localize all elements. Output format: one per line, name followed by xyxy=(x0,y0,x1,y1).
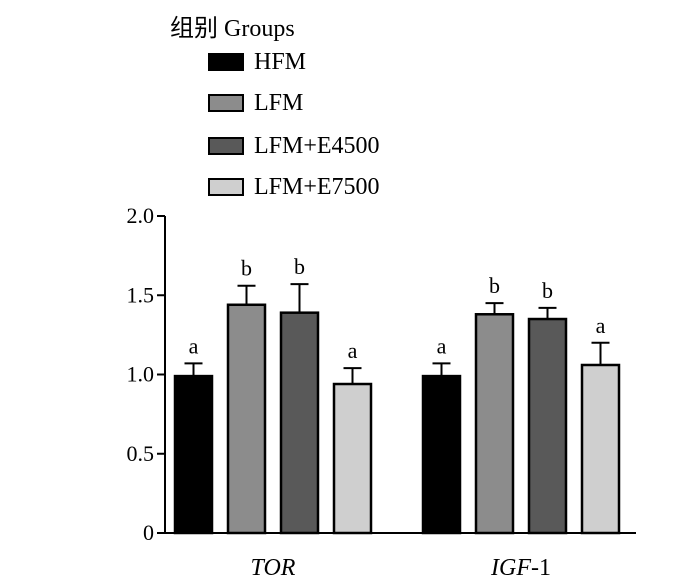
bar xyxy=(527,317,568,535)
legend-label-lfm: LFM xyxy=(254,89,304,116)
significance-letter: a xyxy=(348,338,358,363)
legend-swatch-lfm-e7500 xyxy=(208,178,244,196)
bar xyxy=(332,382,373,535)
y-tick-label: 1.5 xyxy=(127,282,155,307)
y-tick-label: 1.0 xyxy=(127,362,155,387)
legend-item-lfm-e7500: LFM+E7500 xyxy=(208,172,380,202)
legend-swatch-hfm xyxy=(208,53,244,71)
category-label: TOR xyxy=(251,555,296,581)
legend-swatch-lfm xyxy=(208,94,244,112)
legend-label-hfm: HFM xyxy=(254,48,307,75)
significance-letter: b xyxy=(489,273,500,298)
significance-letter: b xyxy=(241,256,252,281)
bar xyxy=(173,374,214,535)
bar xyxy=(474,313,515,535)
legend-item-hfm: HFM xyxy=(208,47,306,77)
category-label: IGF-1 xyxy=(490,555,551,581)
legend-item-lfm: LFM xyxy=(208,88,303,118)
legend-label-lfm-e7500: LFM+E7500 xyxy=(254,173,380,200)
significance-letter: b xyxy=(294,254,305,279)
bar xyxy=(226,303,267,535)
category-label-italic: IGF xyxy=(490,555,531,581)
category-label-italic: TOR xyxy=(251,555,296,581)
y-tick-label: 2.0 xyxy=(127,203,155,228)
significance-letter: b xyxy=(542,278,553,303)
legend-title: 组别 Groups xyxy=(170,16,295,42)
bar xyxy=(580,363,621,535)
legend-item-lfm-e4500: LFM+E4500 xyxy=(208,131,380,161)
legend-swatch-lfm-e4500 xyxy=(208,137,244,155)
significance-letter: a xyxy=(437,333,447,358)
y-tick-label: 0 xyxy=(143,520,154,545)
category-label-suffix: -1 xyxy=(531,555,551,581)
y-tick-label: 0.5 xyxy=(127,441,155,466)
significance-letter: a xyxy=(189,333,199,358)
legend-label-lfm-e4500: LFM+E4500 xyxy=(254,132,380,159)
bar xyxy=(421,374,462,535)
significance-letter: a xyxy=(596,313,606,338)
bar xyxy=(279,311,320,535)
